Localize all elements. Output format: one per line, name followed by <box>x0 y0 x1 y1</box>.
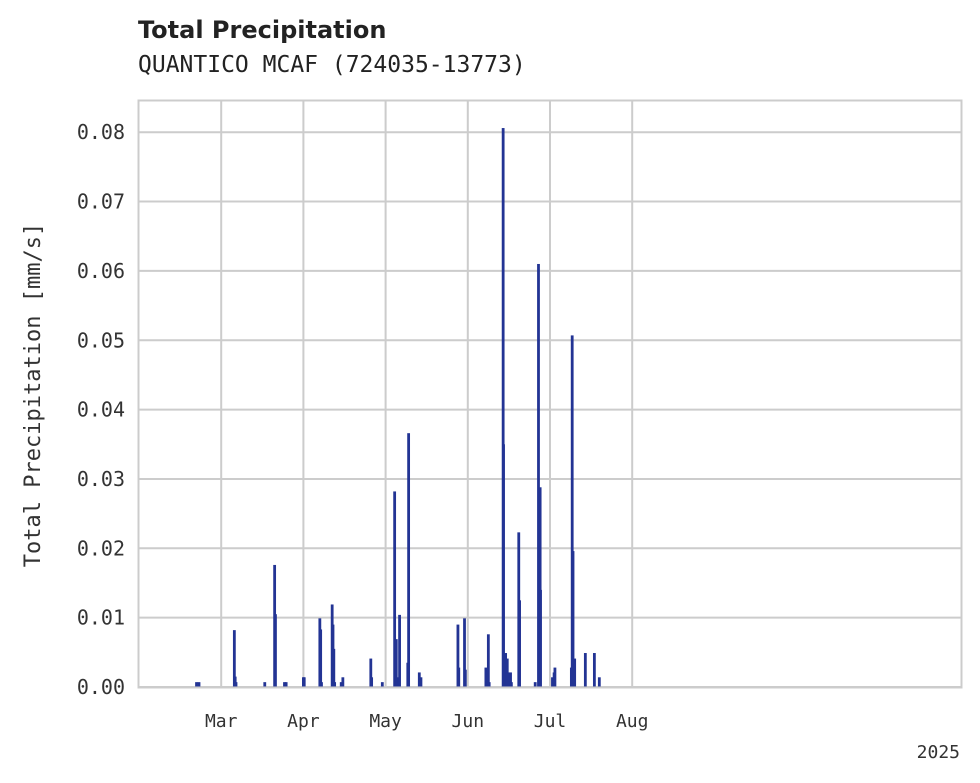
precip-bar <box>394 639 398 687</box>
precip-bar <box>518 600 521 687</box>
precip-bar <box>597 677 601 687</box>
precip-bar <box>507 672 511 687</box>
y-tick-label: 0.04 <box>77 398 125 422</box>
precip-bar <box>463 618 466 687</box>
precip-bar <box>332 648 336 687</box>
precip-bar <box>501 128 505 688</box>
precip-bar <box>233 676 237 687</box>
precip-bar <box>320 682 323 687</box>
y-tick-label: 0.08 <box>77 120 125 144</box>
precip-bar <box>571 551 575 687</box>
precip-bar <box>319 629 323 687</box>
y-tick-label: 0.05 <box>77 328 125 352</box>
x-tick-label: May <box>369 711 402 732</box>
year-label: 2025 <box>917 742 960 763</box>
precip-bar <box>509 682 513 687</box>
precip-bar <box>502 444 505 687</box>
y-tick-label: 0.03 <box>77 467 125 491</box>
precip-bar <box>592 653 596 687</box>
precip-bar <box>417 672 421 687</box>
precip-bar <box>195 682 198 687</box>
precip-bar <box>232 630 236 687</box>
precip-bar <box>197 682 201 687</box>
precip-bar <box>533 682 537 687</box>
chart-title: Total Precipitation <box>138 16 387 44</box>
precip-bar <box>463 669 467 687</box>
y-tick-label: 0.00 <box>77 675 125 699</box>
y-tick-label: 0.02 <box>77 536 125 560</box>
precip-bar <box>380 682 384 687</box>
precip-bar <box>339 682 343 687</box>
chart-subtitle: QUANTICO MCAF (724035-13773) <box>138 52 526 78</box>
precip-bar <box>369 658 373 687</box>
y-tick-label: 0.01 <box>77 606 125 630</box>
precip-bar <box>504 653 508 687</box>
precip-bar <box>487 682 491 687</box>
precip-bar <box>284 682 288 687</box>
precip-bar <box>583 653 587 687</box>
precip-bar <box>573 658 577 687</box>
precip-bar <box>551 677 554 687</box>
precip-bar <box>341 677 345 687</box>
precip-bar <box>570 335 574 687</box>
y-tick-label: 0.06 <box>77 259 125 283</box>
precip-bar <box>484 667 488 687</box>
precip-bar <box>263 682 267 687</box>
x-axis: Mar Apr May Jun Jul Aug <box>205 711 649 732</box>
precip-bar <box>539 589 542 687</box>
precip-bar <box>393 491 397 687</box>
precip-bar <box>234 682 238 687</box>
precip-bar <box>283 682 286 687</box>
precip-bar <box>456 624 460 687</box>
precip-bar <box>509 672 512 687</box>
precip-bar <box>486 634 490 687</box>
precip-bar <box>274 614 277 687</box>
x-tick-label: Jul <box>534 711 567 732</box>
precip-bar <box>370 677 374 687</box>
x-tick-label: Apr <box>287 711 320 732</box>
precip-bar <box>419 677 423 687</box>
y-axis-label: Total Precipitation [mm/s] <box>21 223 46 567</box>
plot-frame <box>137 99 963 689</box>
precip-bar <box>537 263 540 687</box>
precip-bar <box>302 677 306 687</box>
precip-bar <box>457 667 461 687</box>
x-tick-label: Aug <box>616 711 649 732</box>
x-tick-label: Jun <box>452 711 485 732</box>
grid-lines <box>139 101 961 688</box>
precip-bar <box>505 658 509 687</box>
x-tick-label: Mar <box>205 711 238 732</box>
y-axis: 0.00 0.01 0.02 0.03 0.04 0.05 0.06 0.07 0.08 <box>77 120 125 699</box>
precip-bar <box>398 614 401 687</box>
precip-bar <box>333 682 337 687</box>
precip-bar <box>407 433 411 687</box>
precip-bar <box>538 487 542 687</box>
precip-bar <box>553 667 557 687</box>
y-tick-label: 0.07 <box>77 190 125 214</box>
bar-series <box>195 128 601 688</box>
